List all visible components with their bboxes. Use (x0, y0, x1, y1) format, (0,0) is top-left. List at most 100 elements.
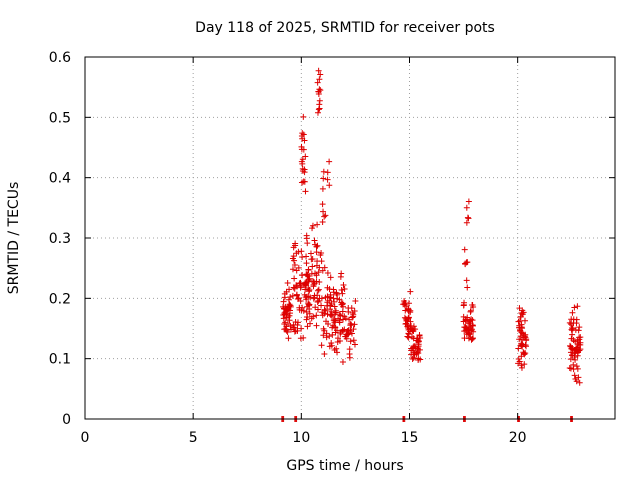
data-point (460, 302, 467, 309)
data-point (307, 250, 314, 257)
data-point (516, 322, 523, 329)
data-point (329, 331, 336, 338)
data-point (576, 324, 583, 331)
data-point (308, 256, 315, 263)
data-point (515, 345, 522, 352)
data-point (464, 214, 471, 221)
data-point (463, 219, 470, 226)
x-tick-label: 20 (509, 430, 527, 446)
data-point (334, 295, 341, 302)
y-tick-label: 0 (62, 412, 71, 428)
data-point (464, 314, 471, 321)
data-point (300, 307, 307, 314)
data-point (305, 266, 312, 273)
data-point (410, 354, 417, 361)
data-point (316, 86, 323, 93)
data-point (304, 303, 311, 310)
data-point (293, 282, 300, 289)
data-point (516, 317, 523, 324)
data-point (319, 267, 326, 274)
grid-lines (85, 57, 615, 419)
data-point (350, 326, 357, 333)
data-point (342, 333, 349, 340)
data-point (297, 335, 304, 342)
data-point (315, 297, 322, 304)
data-point (574, 365, 581, 372)
data-point (299, 272, 306, 279)
data-point (292, 327, 299, 334)
data-point (572, 347, 579, 354)
data-point (574, 352, 581, 359)
data-point (313, 322, 320, 329)
data-point (465, 215, 472, 222)
data-point (577, 339, 584, 346)
data-point (337, 273, 344, 280)
data-point (321, 310, 328, 317)
data-point (341, 326, 348, 333)
data-point (329, 313, 336, 320)
x-axis-label: GPS time / hours (286, 458, 403, 474)
data-point (291, 324, 298, 331)
data-point (468, 316, 475, 323)
data-point (291, 328, 298, 335)
data-point (317, 87, 324, 94)
data-point (352, 298, 359, 305)
data-point (411, 350, 418, 357)
data-point (344, 328, 351, 335)
data-point (327, 294, 334, 301)
data-point (517, 327, 524, 334)
data-point (568, 335, 575, 342)
data-point (299, 156, 306, 163)
data-point (467, 308, 474, 315)
data-point (408, 345, 415, 352)
y-tick-label: 0.5 (49, 110, 71, 126)
data-point (313, 243, 320, 250)
data-point (292, 240, 299, 247)
data-point (286, 286, 293, 293)
data-point (342, 315, 349, 322)
data-point (405, 306, 412, 313)
data-point (461, 246, 468, 253)
data-point (280, 312, 287, 319)
data-point (321, 213, 328, 220)
data-point (522, 331, 529, 338)
data-point (322, 212, 329, 219)
data-point (298, 325, 305, 332)
data-point (305, 300, 312, 307)
data-point (335, 315, 342, 322)
data-point (407, 318, 414, 325)
data-point (469, 302, 476, 309)
data-point (463, 204, 470, 211)
data-point (566, 364, 573, 371)
data-point (465, 198, 472, 205)
data-point (324, 269, 331, 276)
data-point (304, 323, 311, 330)
data-point (576, 379, 583, 386)
data-point (310, 281, 317, 288)
data-point (416, 331, 423, 338)
data-point (569, 325, 575, 332)
data-point (285, 335, 292, 342)
data-point (346, 354, 353, 361)
data-point (313, 312, 320, 319)
data-point (326, 333, 333, 340)
data-point (324, 311, 331, 318)
data-point (327, 312, 334, 319)
data-point (301, 166, 308, 173)
data-point (312, 304, 319, 311)
data-point (339, 290, 346, 297)
data-point (331, 303, 338, 310)
data-point (314, 287, 321, 294)
data-point (311, 292, 318, 299)
y-tick-labels: 0 0.1 0.2 0.3 0.4 0.5 0.6 (49, 50, 71, 428)
data-point (341, 286, 348, 293)
data-point (347, 338, 354, 345)
data-point (314, 299, 321, 306)
data-point (351, 341, 358, 348)
data-point (304, 271, 311, 278)
data-point (523, 337, 530, 344)
data-point (324, 284, 331, 291)
data-point (336, 319, 343, 326)
data-point (571, 304, 578, 311)
